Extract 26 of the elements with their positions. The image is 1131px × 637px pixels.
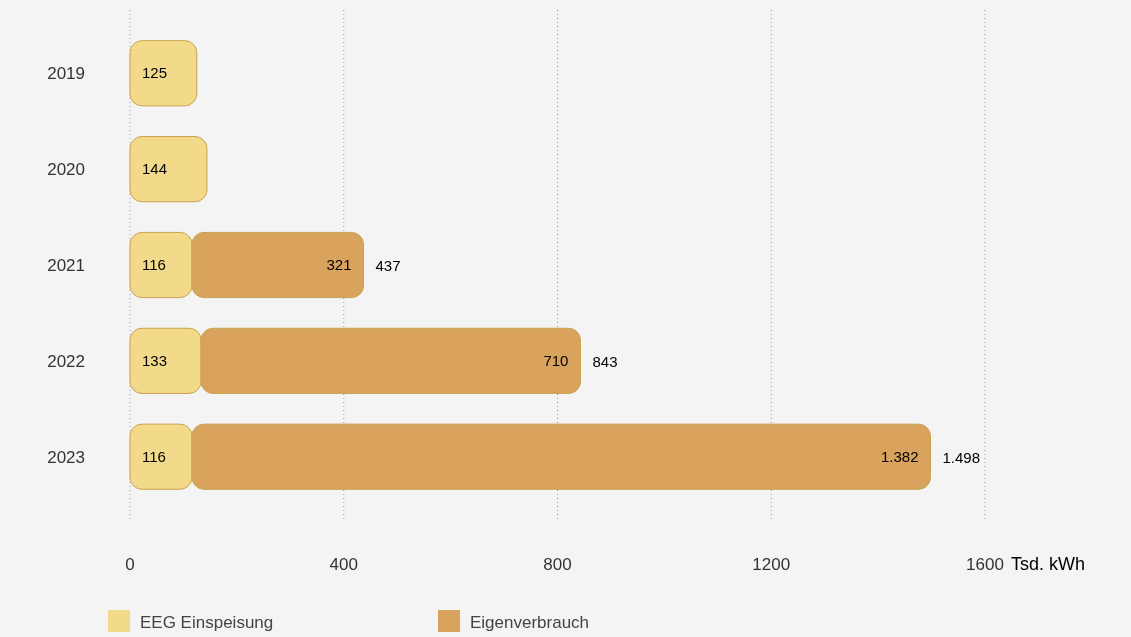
data-label: 1.382 bbox=[880, 447, 919, 465]
bar bbox=[129, 40, 198, 107]
x-tick-label: 400 bbox=[329, 555, 358, 574]
data-label: 116 bbox=[142, 447, 166, 465]
data-label: 116 bbox=[142, 256, 166, 273]
y-tick-label: 2022 bbox=[47, 351, 85, 371]
y-tick-label: 2021 bbox=[47, 256, 85, 275]
data-label: 144 bbox=[142, 160, 168, 178]
x-axis-title: Tsd. kWh bbox=[1011, 554, 1086, 574]
data-label: 321 bbox=[326, 256, 352, 273]
x-tick-label: 0 bbox=[125, 555, 135, 574]
legend-label: EEG Einspeisung bbox=[140, 613, 274, 632]
data-label: 710 bbox=[543, 351, 569, 369]
x-tick-label: 1600 bbox=[966, 555, 1004, 574]
total-label: 1.498 bbox=[942, 448, 981, 466]
bar bbox=[129, 136, 208, 203]
y-tick-label: 2020 bbox=[47, 160, 85, 180]
x-tick-label: 1200 bbox=[752, 555, 791, 574]
y-tick-label: 2023 bbox=[47, 447, 85, 467]
total-label: 843 bbox=[592, 352, 618, 370]
y-tick-label: 2019 bbox=[47, 64, 85, 84]
data-label: 133 bbox=[142, 351, 168, 369]
total-label: 437 bbox=[375, 257, 401, 274]
legend-label: Eigenverbrauch bbox=[470, 613, 590, 632]
data-label: 125 bbox=[142, 64, 168, 82]
x-tick-label: 800 bbox=[543, 555, 572, 574]
